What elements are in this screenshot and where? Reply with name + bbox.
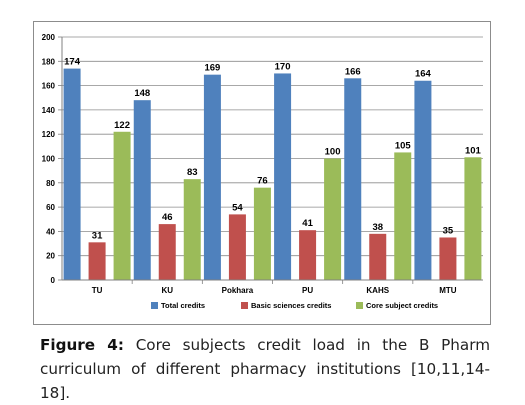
data-label: 38 (372, 222, 383, 233)
legend-swatch (241, 302, 248, 309)
bar (324, 158, 342, 280)
bar (414, 80, 432, 280)
data-label: 169 (204, 63, 220, 74)
bar (344, 78, 362, 280)
credit-bar-chart: 174 31 122 148 46 83 169 54 76 170 41 100 166 38 105 16… (33, 21, 491, 325)
data-label: 105 (395, 140, 412, 151)
bar (228, 214, 246, 280)
data-label: 35 (443, 225, 454, 236)
y-tick-label: 180 (42, 57, 56, 66)
data-label: 41 (302, 218, 313, 229)
legend-entry: Total credits (161, 301, 205, 310)
x-tick-label: KU (161, 286, 173, 295)
data-label: 31 (92, 230, 103, 241)
y-tick-label: 120 (42, 130, 56, 139)
x-tick-label: Pokhara (222, 286, 254, 295)
x-tick-label: PU (302, 286, 313, 295)
bar (63, 68, 81, 280)
data-label: 100 (325, 147, 341, 158)
data-label: 174 (64, 57, 81, 68)
bar (183, 179, 201, 280)
data-label: 148 (134, 88, 150, 99)
chart-frame: 174 31 122 148 46 83 169 54 76 170 41 100 166 38 105 16… (33, 21, 491, 325)
data-label: 46 (162, 212, 173, 223)
y-tick-label: 80 (46, 179, 55, 188)
bar (133, 100, 151, 281)
x-tick-label: KAHS (366, 286, 389, 295)
bar (464, 157, 482, 280)
caption-label: Figure 4: (40, 336, 124, 354)
y-tick-label: 100 (42, 155, 56, 164)
bar (369, 233, 387, 280)
bar (113, 131, 131, 280)
bar (439, 237, 457, 280)
y-tick-label: 200 (42, 33, 56, 42)
y-tick-label: 40 (46, 227, 55, 236)
caption-text: Core subjects credit load in the B Pharm… (40, 336, 491, 402)
data-label: 54 (232, 202, 243, 213)
bar (158, 224, 176, 280)
y-tick-label: 160 (42, 82, 56, 91)
y-tick-label: 140 (42, 106, 56, 115)
x-tick-label: MTU (439, 286, 457, 295)
bar (274, 73, 292, 280)
x-tick-label: TU (92, 286, 103, 295)
legend-swatch (356, 302, 363, 309)
data-label: 101 (465, 145, 482, 156)
bar (88, 242, 106, 280)
data-label: 164 (415, 69, 432, 80)
data-label: 166 (345, 66, 361, 77)
data-label: 122 (114, 120, 130, 131)
bar (394, 152, 412, 280)
bar (203, 74, 221, 280)
legend-entry: Core subject credits (366, 301, 438, 310)
data-label: 170 (275, 61, 291, 72)
data-label: 76 (257, 176, 268, 187)
bar (253, 187, 271, 280)
legend-entry: Basic sciences credits (251, 301, 331, 310)
y-tick-label: 60 (46, 203, 55, 212)
figure-caption: Figure 4: Core subjects credit load in t… (40, 333, 490, 405)
y-tick-label: 20 (46, 252, 55, 261)
bar (299, 230, 317, 280)
y-tick-label: 0 (51, 276, 56, 285)
data-label: 83 (187, 167, 198, 178)
legend-swatch (151, 302, 158, 309)
